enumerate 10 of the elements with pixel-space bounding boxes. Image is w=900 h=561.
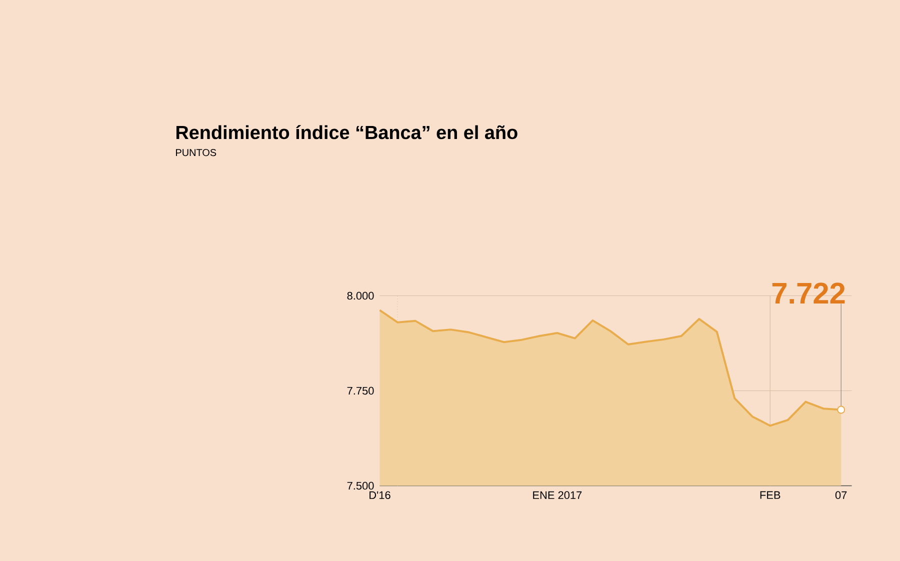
text: PUNTOS (176, 149, 216, 156)
y-tick-label: 7.500 (347, 482, 374, 490)
chart-title: Rendimiento índice “Banca” en el año (176, 125, 518, 140)
y-tick-label: 8.000 (347, 292, 374, 300)
x-tick-label: ENE 2017 (533, 491, 582, 500)
x-tick-label: D'16 (370, 491, 390, 500)
x-tick-label: FEB (760, 491, 780, 499)
annotation: 7.722 (772, 282, 845, 304)
y-tick-label: 7.750 (347, 386, 374, 395)
x-tick-label: 07 (835, 491, 847, 500)
